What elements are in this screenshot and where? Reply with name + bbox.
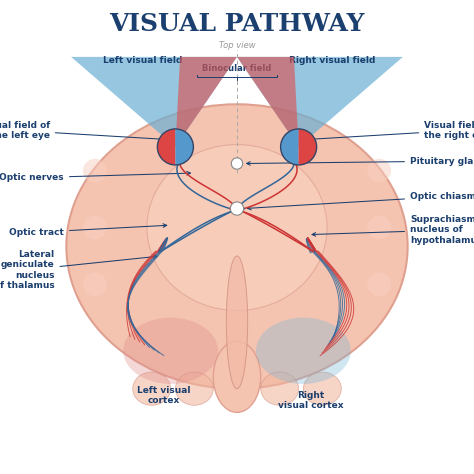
Ellipse shape bbox=[227, 256, 247, 389]
Text: Binocular field: Binocular field bbox=[202, 64, 272, 73]
Ellipse shape bbox=[147, 145, 327, 310]
Text: Lateral
geniculate
nucleus
of thalamus: Lateral geniculate nucleus of thalamus bbox=[0, 250, 157, 290]
Wedge shape bbox=[299, 129, 317, 165]
Polygon shape bbox=[237, 57, 299, 147]
Text: Left visual
cortex: Left visual cortex bbox=[137, 386, 190, 405]
Ellipse shape bbox=[123, 318, 218, 384]
Text: Optic nerves: Optic nerves bbox=[0, 172, 191, 182]
Ellipse shape bbox=[367, 273, 391, 296]
Text: Visual field of
the left eye: Visual field of the left eye bbox=[0, 121, 169, 141]
Ellipse shape bbox=[256, 318, 351, 384]
Text: Optic chiasm: Optic chiasm bbox=[247, 192, 474, 210]
Ellipse shape bbox=[367, 216, 391, 239]
Ellipse shape bbox=[83, 216, 107, 239]
Ellipse shape bbox=[261, 372, 299, 405]
Circle shape bbox=[230, 202, 244, 215]
Ellipse shape bbox=[83, 159, 107, 182]
Wedge shape bbox=[157, 129, 175, 165]
Wedge shape bbox=[175, 129, 193, 165]
Ellipse shape bbox=[66, 104, 408, 389]
Ellipse shape bbox=[213, 341, 261, 412]
Text: Right visual field: Right visual field bbox=[289, 56, 375, 65]
Ellipse shape bbox=[83, 273, 107, 296]
Wedge shape bbox=[281, 129, 299, 165]
Text: Top view: Top view bbox=[219, 41, 255, 49]
Ellipse shape bbox=[367, 159, 391, 182]
Text: Pituitary gland: Pituitary gland bbox=[246, 157, 474, 165]
Text: Visual field of
the right eye: Visual field of the right eye bbox=[305, 121, 474, 141]
Text: Left visual field: Left visual field bbox=[102, 56, 182, 65]
Polygon shape bbox=[175, 57, 237, 147]
Circle shape bbox=[231, 158, 243, 169]
Polygon shape bbox=[237, 57, 403, 147]
Text: Right
visual cortex: Right visual cortex bbox=[278, 391, 343, 410]
Text: Optic tract: Optic tract bbox=[9, 224, 167, 237]
Polygon shape bbox=[71, 57, 237, 147]
Ellipse shape bbox=[133, 372, 171, 405]
Text: Suprachiasmatic
nucleus of
hypothalamus: Suprachiasmatic nucleus of hypothalamus bbox=[312, 215, 474, 245]
Ellipse shape bbox=[175, 372, 213, 405]
Text: VISUAL PATHWAY: VISUAL PATHWAY bbox=[109, 12, 365, 36]
Ellipse shape bbox=[303, 372, 341, 405]
